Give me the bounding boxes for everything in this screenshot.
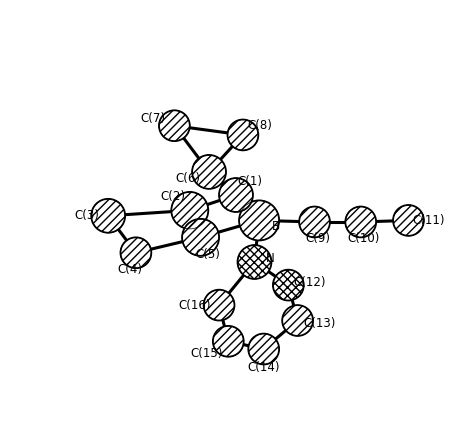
Text: C(8): C(8) (247, 119, 272, 132)
Text: C(1): C(1) (237, 175, 262, 187)
Text: C(3): C(3) (74, 209, 99, 223)
Circle shape (192, 155, 226, 189)
Circle shape (239, 201, 279, 240)
Text: C(2): C(2) (160, 190, 185, 203)
Text: C(10): C(10) (347, 233, 380, 245)
Circle shape (171, 192, 208, 229)
Circle shape (282, 305, 313, 336)
Text: C(12): C(12) (294, 276, 326, 289)
Circle shape (159, 110, 190, 141)
Circle shape (219, 178, 253, 212)
Text: C(5): C(5) (196, 248, 221, 261)
Text: B: B (272, 220, 280, 233)
Text: C(6): C(6) (175, 172, 200, 184)
Text: C(7): C(7) (140, 112, 165, 124)
Circle shape (213, 326, 244, 357)
Circle shape (299, 207, 330, 237)
Text: C(15): C(15) (191, 347, 223, 360)
Text: C(13): C(13) (303, 317, 335, 330)
Circle shape (248, 334, 279, 364)
Text: C(11): C(11) (412, 214, 445, 227)
Circle shape (346, 207, 376, 237)
Text: C(4): C(4) (117, 263, 142, 276)
Circle shape (237, 245, 272, 279)
Circle shape (91, 199, 125, 233)
Circle shape (273, 270, 304, 300)
Circle shape (182, 219, 219, 256)
Circle shape (204, 290, 235, 321)
Text: C(14): C(14) (247, 361, 280, 374)
Circle shape (393, 205, 424, 236)
Text: C(9): C(9) (305, 233, 330, 245)
Circle shape (228, 120, 258, 150)
Circle shape (120, 237, 151, 268)
Text: N: N (265, 252, 274, 265)
Text: C(16): C(16) (178, 299, 210, 311)
